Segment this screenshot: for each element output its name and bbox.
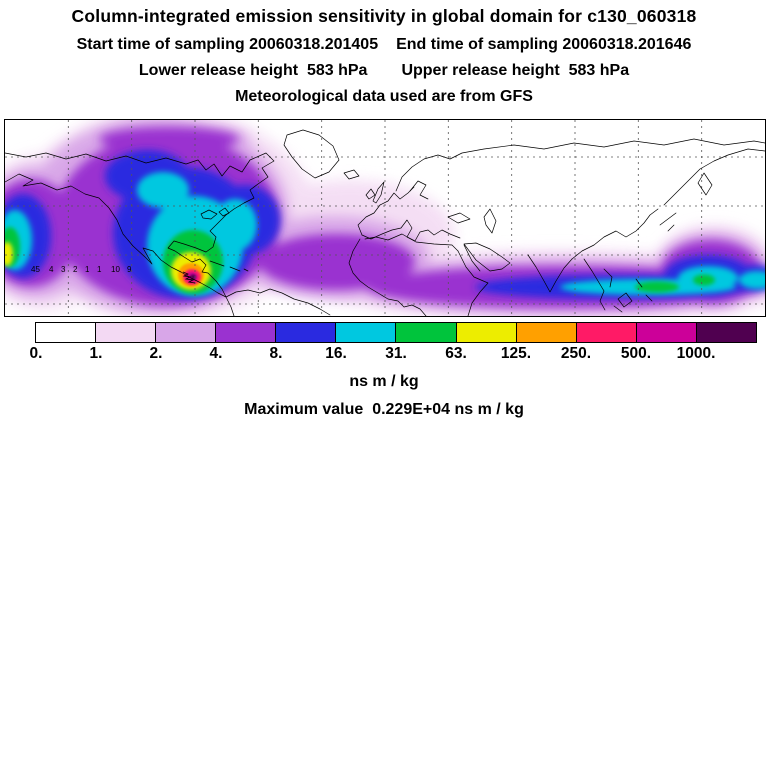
colorbar-cell (276, 323, 337, 342)
flight-track-waypoint-label: 9 (127, 265, 132, 274)
flight-track-path (182, 271, 196, 284)
coastlines (5, 129, 765, 316)
met-data-line: Meteorological data used are from GFS (0, 88, 768, 106)
flight-track-waypoint-label: 2 (73, 265, 78, 274)
colorbar-cell (36, 323, 97, 342)
title-text: Column-integrated emission sensitivity i… (71, 6, 697, 26)
colorbar-labels: 0. 1. 2. 4. 8. 16. 31. 63. 125. 250. 500. 1000. (30, 345, 756, 363)
flight-track-labels: 45 4 3 2 1 1 10 9 (31, 265, 132, 274)
colorbar-cell (576, 323, 637, 342)
lower-release-label: Lower release height 583 hPa (138, 62, 368, 79)
colorbar-cell (696, 323, 756, 342)
max-value-label: Maximum value 0.229E+04 ns m / kg (244, 401, 524, 418)
flight-track-waypoint-label: 10 (111, 265, 120, 274)
flight-track-waypoint-label: 1 (85, 265, 90, 274)
map-svg: 45 4 3 2 1 1 10 9 (5, 120, 765, 316)
map-panel: 45 4 3 2 1 1 10 9 (4, 119, 766, 317)
flight-track-waypoint-label: 3 (61, 265, 66, 274)
colorbar-tick-label: 500. (620, 345, 652, 362)
colorbar-tick-label: 31. (385, 345, 407, 362)
sampling-time-line: Start time of sampling 20060318.201405 E… (0, 36, 768, 54)
start-time-label: Start time of sampling 20060318.201405 (76, 36, 379, 53)
flight-track-waypoint-label: 1 (97, 265, 102, 274)
colorbar-cell (516, 323, 577, 342)
plume-field (5, 120, 765, 316)
colorbar-tick-label: 0. (29, 345, 43, 362)
colorbar-tick-label: 2. (149, 345, 163, 362)
colorbar-cell (396, 323, 457, 342)
colorbar-tick-label: 8. (269, 345, 283, 362)
colorbar-cell (336, 323, 397, 342)
units-label: ns m / kg (349, 373, 419, 390)
colorbar-tick-label: 63. (445, 345, 467, 362)
upper-release-label: Upper release height 583 hPa (401, 62, 630, 79)
colorbar (35, 322, 757, 343)
grid-lines (5, 120, 765, 316)
colorbar-tick-label: 1000. (676, 345, 716, 362)
units-line: ns m / kg (0, 373, 768, 391)
colorbar-tick-label: 1. (89, 345, 103, 362)
colorbar-tick-label: 125. (500, 345, 532, 362)
release-height-line: Lower release height 583 hPa Upper relea… (0, 62, 768, 80)
colorbar-tick-label: 250. (560, 345, 592, 362)
flight-track-waypoint-label: 4 (49, 265, 54, 274)
colorbar-cell (636, 323, 697, 342)
colorbar-cell (96, 323, 157, 342)
end-time-label: End time of sampling 20060318.201646 (396, 36, 692, 53)
flight-track-waypoint-label: 45 (31, 265, 40, 274)
colorbar-cell (456, 323, 517, 342)
colorbar-cell (216, 323, 277, 342)
colorbar-tick-label: 16. (325, 345, 347, 362)
page-title: Column-integrated emission sensitivity i… (0, 6, 768, 26)
colorbar-cell (156, 323, 217, 342)
max-value-line: Maximum value 0.229E+04 ns m / kg (0, 401, 768, 419)
colorbar-tick-label: 4. (209, 345, 223, 362)
met-data-label: Meteorological data used are from GFS (235, 88, 533, 105)
